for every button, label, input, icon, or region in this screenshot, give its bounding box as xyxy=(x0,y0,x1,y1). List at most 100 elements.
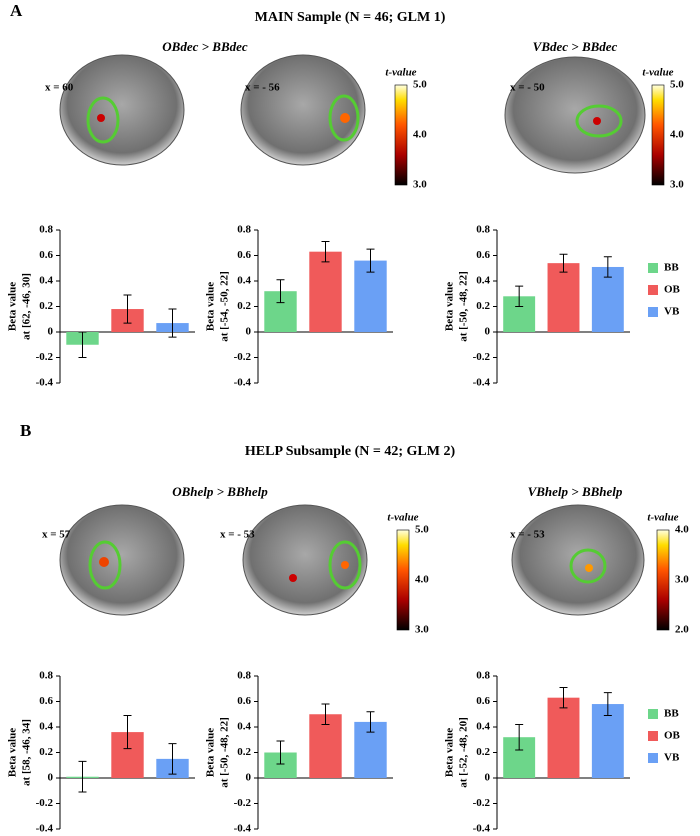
panel-title: MAIN Sample (N = 46; GLM 1) xyxy=(255,10,446,25)
legend-label: BB xyxy=(664,708,679,720)
y-tick-label: 0 xyxy=(246,326,252,338)
colorbar-tick-label: 3.0 xyxy=(675,574,689,586)
slice-label: x = - 53 xyxy=(220,529,255,541)
colorbar-tick-label: 3.0 xyxy=(415,624,429,636)
legend-label: OB xyxy=(664,284,681,296)
colorbar-label: t-value xyxy=(647,512,678,524)
y-axis-label: at [-50, -48, 22] xyxy=(458,271,470,342)
y-tick-label: -0.2 xyxy=(473,797,491,809)
colorbar-tick-label: 5.0 xyxy=(415,524,429,536)
y-axis-label: at [62, -46, 30] xyxy=(21,273,33,340)
bar xyxy=(547,263,580,332)
y-tick-label: 0.2 xyxy=(476,300,490,312)
legend-label: VB xyxy=(664,306,680,318)
colorbar-tick-label: 5.0 xyxy=(413,79,427,91)
y-axis-label: Beta value xyxy=(444,282,456,331)
error-bar xyxy=(123,294,132,324)
y-axis-label: Beta value xyxy=(7,728,19,777)
y-tick-label: -0.4 xyxy=(473,377,491,389)
y-axis-label: Beta value xyxy=(205,728,217,777)
y-tick-label: 0.4 xyxy=(237,275,251,287)
y-tick-label: 0.2 xyxy=(237,300,251,312)
bar xyxy=(591,266,624,332)
legend-swatch xyxy=(648,263,658,273)
colorbar-label: t-value xyxy=(642,67,673,79)
error-bar xyxy=(321,703,330,725)
y-tick-label: 0 xyxy=(485,772,491,784)
colorbar xyxy=(651,84,665,186)
colorbar xyxy=(396,529,410,631)
y-tick-label: -0.2 xyxy=(234,351,252,363)
y-tick-label: 0 xyxy=(48,326,54,338)
y-tick-label: 0.4 xyxy=(476,721,490,733)
y-tick-label: 0.2 xyxy=(476,746,490,758)
y-tick-label: 0.6 xyxy=(476,249,490,261)
slice-label: x = 60 xyxy=(45,82,74,94)
panel-label: B xyxy=(20,421,31,440)
error-bar xyxy=(515,285,524,307)
error-bar xyxy=(276,740,285,765)
y-tick-label: 0.6 xyxy=(39,695,53,707)
slice-label: x = - 50 xyxy=(510,82,545,94)
y-tick-label: 0.2 xyxy=(39,746,53,758)
legend-swatch xyxy=(648,285,658,295)
error-bar xyxy=(78,331,87,358)
error-bar xyxy=(559,686,568,709)
colorbar-tick-label: 4.0 xyxy=(675,524,689,536)
colorbar xyxy=(394,84,408,186)
error-bar xyxy=(515,723,524,751)
y-tick-label: 0.2 xyxy=(39,300,53,312)
y-tick-label: 0.8 xyxy=(237,224,251,236)
contrast-title: VBhelp > BBhelp xyxy=(528,484,623,499)
legend-label: BB xyxy=(664,262,679,274)
legend-swatch xyxy=(648,753,658,763)
error-bar xyxy=(123,715,132,750)
slice-label: x = - 56 xyxy=(245,82,280,94)
bar xyxy=(547,697,580,778)
y-tick-label: 0 xyxy=(48,772,54,784)
error-bar xyxy=(321,240,330,263)
y-axis-label: at [-54, -50, 22] xyxy=(219,271,231,342)
y-tick-label: -0.4 xyxy=(473,823,491,835)
colorbar-tick-label: 2.0 xyxy=(675,624,689,636)
y-tick-label: 0 xyxy=(485,326,491,338)
y-tick-label: -0.4 xyxy=(36,377,54,389)
y-axis-label: at [-50, -48, 22] xyxy=(219,717,231,788)
y-tick-label: 0.2 xyxy=(237,746,251,758)
error-bar xyxy=(366,248,375,273)
colorbar-label: t-value xyxy=(387,512,418,524)
bar xyxy=(591,704,624,778)
bar xyxy=(309,251,342,332)
y-tick-label: 0.6 xyxy=(476,695,490,707)
y-tick-label: -0.2 xyxy=(36,351,54,363)
panel-title: HELP Subsample (N = 42; GLM 2) xyxy=(245,444,456,459)
y-axis-label: Beta value xyxy=(7,282,19,331)
legend-label: VB xyxy=(664,752,680,764)
y-tick-label: -0.2 xyxy=(234,797,252,809)
y-tick-label: 0.8 xyxy=(237,670,251,682)
contrast-title: OBhelp > BBhelp xyxy=(172,484,268,499)
error-bar xyxy=(168,743,177,775)
legend-swatch xyxy=(648,709,658,719)
panel-label: A xyxy=(10,1,23,20)
error-bar xyxy=(603,692,612,717)
colorbar-tick-label: 4.0 xyxy=(413,129,427,141)
y-axis-label: at [-52, -48, 20] xyxy=(458,717,470,788)
colorbar-label: t-value xyxy=(385,67,416,79)
y-tick-label: 0.8 xyxy=(39,670,53,682)
y-tick-label: 0.4 xyxy=(476,275,490,287)
colorbar-tick-label: 3.0 xyxy=(413,179,427,191)
colorbar-tick-label: 4.0 xyxy=(670,129,684,141)
y-tick-label: 0 xyxy=(246,772,252,784)
y-tick-label: 0.6 xyxy=(39,249,53,261)
brain-images xyxy=(59,54,646,616)
colorbar-tick-label: 5.0 xyxy=(670,79,684,91)
y-axis-label: at [58, -46, 34] xyxy=(21,719,33,786)
colorbar xyxy=(656,529,670,631)
error-bar xyxy=(276,279,285,304)
legend-swatch xyxy=(648,731,658,741)
y-tick-label: 0.4 xyxy=(39,721,53,733)
y-tick-label: 0.6 xyxy=(237,695,251,707)
contrast-title: VBdec > BBdec xyxy=(533,39,618,54)
